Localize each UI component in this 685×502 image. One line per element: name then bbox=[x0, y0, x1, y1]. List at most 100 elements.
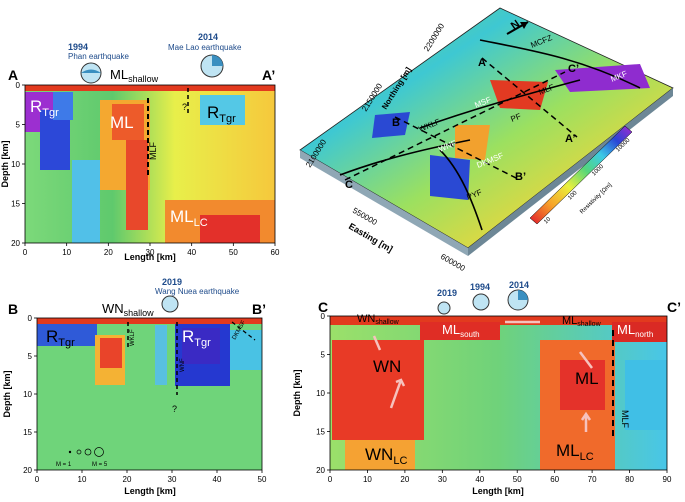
eq-2014-year: 2014 bbox=[198, 32, 218, 42]
label-wnlc-c: WNLC bbox=[365, 445, 407, 467]
panel-c-xtick-label: 40 bbox=[475, 475, 484, 484]
rtgr-left-b bbox=[37, 324, 97, 346]
arrow-wn-up bbox=[389, 379, 403, 409]
magnitude-scale-m1 bbox=[68, 450, 72, 454]
panel-c-xlabel: Length [km] bbox=[472, 486, 524, 496]
label-wn-shallow-c: WNshallow bbox=[357, 313, 400, 326]
map-profile-point: C bbox=[345, 179, 353, 191]
map-blue-anomaly-1 bbox=[430, 155, 470, 200]
magnitude-scale-m2 bbox=[76, 449, 82, 455]
map-profile-point: A’ bbox=[565, 133, 575, 145]
corner-label-c-prime: C’ bbox=[667, 299, 681, 315]
map-fault-label-pf: PF bbox=[509, 112, 522, 124]
beachball-1994-c-icon bbox=[472, 293, 490, 311]
panel-c-xtick-label: 80 bbox=[625, 475, 634, 484]
panel-b-ytick-label: 5 bbox=[28, 352, 33, 361]
panel-a-xtick-label: 10 bbox=[62, 248, 71, 257]
panel-a-ytick-label: 0 bbox=[16, 81, 21, 90]
label-wnf: WNF bbox=[180, 358, 186, 372]
map-profiles bbox=[344, 57, 578, 181]
magnitude-scale-m3 bbox=[84, 448, 92, 456]
dkmsf-fault-line bbox=[231, 321, 256, 341]
beachball-2014-c-shade bbox=[518, 290, 528, 300]
mlf-zone bbox=[126, 140, 148, 230]
panel-b-xlabel: Length [km] bbox=[124, 486, 176, 496]
panel-c-ytick-label: 5 bbox=[321, 351, 326, 360]
rtgr-right-body bbox=[200, 95, 245, 125]
eq-1994-year-c: 1994 bbox=[470, 282, 490, 292]
arrows-c bbox=[372, 320, 593, 432]
panel-c-xtick-label: 50 bbox=[513, 475, 522, 484]
label-rtgr-right: RTgr bbox=[207, 103, 236, 125]
ml-core-c bbox=[560, 360, 605, 410]
panel-a-ytick-label: 20 bbox=[11, 239, 20, 248]
map-profile-point: C’ bbox=[568, 63, 579, 75]
panel-c-xtick-label: 60 bbox=[550, 475, 559, 484]
label-ml-shallow: MLshallow bbox=[110, 67, 159, 84]
panel-b-xtick-label: 20 bbox=[123, 475, 132, 484]
panel-a-xtick-label: 60 bbox=[271, 248, 280, 257]
ml-south-body bbox=[420, 322, 500, 340]
panel-c-ytick-label: 20 bbox=[316, 466, 325, 475]
beachball-2014-shade bbox=[212, 55, 223, 66]
label-mllc: MLLC bbox=[170, 207, 208, 229]
map-profile-point: A bbox=[478, 57, 486, 69]
panel-b-ytick-label: 0 bbox=[28, 314, 33, 323]
beachball-2019-b-icon bbox=[161, 295, 179, 313]
dkmsf-fault bbox=[439, 149, 483, 231]
label-ml-north: MLnorth bbox=[617, 322, 653, 339]
panel-b-surface bbox=[37, 318, 262, 324]
profile-a bbox=[481, 57, 578, 138]
map-side-front bbox=[300, 150, 468, 256]
panel-a-ytick-label: 15 bbox=[11, 200, 20, 209]
panel-b-xtick-label: 30 bbox=[168, 475, 177, 484]
label-ml: ML bbox=[110, 113, 134, 132]
map-faults bbox=[339, 39, 641, 231]
map-profile-point: B bbox=[392, 117, 400, 129]
label-mlf-c: MLF bbox=[620, 410, 630, 429]
rtgr-left-edge bbox=[53, 92, 73, 120]
magnitude-label-m5: M = 5 bbox=[92, 462, 108, 468]
panel-c-xtick-label: 0 bbox=[328, 475, 333, 484]
panel-a-ylabel: Depth [km] bbox=[0, 140, 10, 187]
panel-a-xtick-label: 0 bbox=[23, 248, 28, 257]
panel-b-xtick-label: 10 bbox=[78, 475, 87, 484]
corner-label-a: A bbox=[8, 67, 18, 83]
eq-2014-name: Mae Lao earthquake bbox=[168, 43, 242, 52]
arrowhead-ml-up bbox=[580, 411, 592, 421]
panel-c: C C’ 2019 1994 2014 WNshallow MLsouth ML… bbox=[292, 280, 681, 496]
colorbar-tick-100: 100 bbox=[567, 190, 579, 202]
map-mkf-anomaly bbox=[555, 64, 650, 92]
panel-b-xtick-label: 0 bbox=[35, 475, 40, 484]
wnlc-body-c bbox=[345, 440, 415, 470]
e-tick-600000: 600000 bbox=[439, 252, 467, 273]
magnitude-label-m1: M = 1 bbox=[56, 462, 72, 468]
msf-fault bbox=[419, 79, 581, 129]
eq-2019-year-b: 2019 bbox=[162, 277, 182, 287]
panel-a-xtick-label: 40 bbox=[187, 248, 196, 257]
panel-a: A A’ 1994 Phan earthquake 2014 Mae Lao e… bbox=[0, 32, 280, 262]
label-wklf: WKLF bbox=[130, 329, 136, 346]
easting-label: Easting [m] bbox=[347, 221, 394, 254]
profile-c bbox=[344, 71, 566, 181]
panel-c-ylabel: Depth [km] bbox=[292, 369, 302, 416]
label-rtgr-left: RTgr bbox=[30, 97, 59, 119]
corner-label-b: B bbox=[8, 301, 18, 317]
panel-b-ylabel: Depth [km] bbox=[2, 370, 12, 417]
panel-b-axes: 0 10 20 30 40 50 0 5 10 15 20 bbox=[23, 314, 267, 484]
panel-b-xtick-label: 50 bbox=[258, 475, 267, 484]
ml-north-body bbox=[612, 322, 667, 342]
corner-label-b-prime: B’ bbox=[252, 301, 266, 317]
panel-a-ytick-label: 5 bbox=[16, 121, 21, 130]
panel-a-axes: 0 10 20 30 40 50 60 0 5 10 15 20 bbox=[11, 81, 280, 257]
wn-core-b bbox=[100, 338, 122, 368]
panel-c-xtick-label: 10 bbox=[363, 475, 372, 484]
map-blue-anomaly-2 bbox=[372, 112, 410, 138]
panel-c-xtick-label: 20 bbox=[400, 475, 409, 484]
fault-cyan-b bbox=[155, 325, 167, 385]
label-wn-c: WN bbox=[373, 357, 401, 376]
panel-c-axes: 0 10 20 30 40 50 60 70 80 90 0 5 10 15 20 bbox=[316, 312, 672, 484]
right-cyan-c bbox=[625, 360, 667, 430]
corner-label-c: C bbox=[318, 299, 328, 315]
